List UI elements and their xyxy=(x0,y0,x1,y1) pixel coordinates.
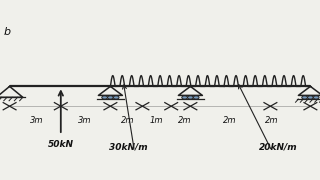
Circle shape xyxy=(302,96,308,99)
Text: 2m: 2m xyxy=(223,116,236,125)
Text: 20kN/m: 20kN/m xyxy=(259,142,298,151)
Text: 3m: 3m xyxy=(30,116,44,125)
Text: 50kN: 50kN xyxy=(48,140,74,149)
Circle shape xyxy=(193,96,199,99)
Text: 3m: 3m xyxy=(78,116,92,125)
Circle shape xyxy=(188,96,193,99)
Text: 2m: 2m xyxy=(178,116,192,125)
Circle shape xyxy=(108,96,113,99)
Text: 2m: 2m xyxy=(121,116,134,125)
Circle shape xyxy=(113,96,119,99)
Circle shape xyxy=(308,96,313,99)
Text: 2m: 2m xyxy=(265,116,278,125)
Circle shape xyxy=(182,96,188,99)
Circle shape xyxy=(102,96,108,99)
Text: b: b xyxy=(3,27,10,37)
Circle shape xyxy=(313,96,319,99)
Text: 1m: 1m xyxy=(149,116,163,125)
Text: 30kN/m: 30kN/m xyxy=(109,142,147,151)
